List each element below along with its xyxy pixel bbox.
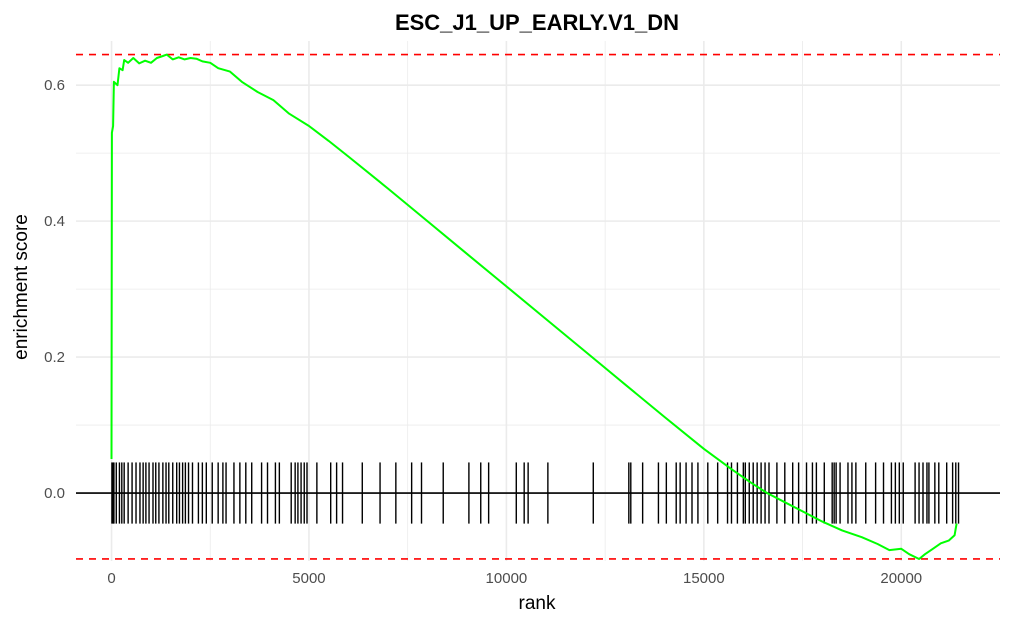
x-tick-label: 10000 [486, 570, 528, 587]
x-tick-label: 0 [107, 570, 115, 587]
grid-layer [76, 41, 1000, 561]
y-tick-label: 0.4 [44, 213, 65, 230]
chart-title: ESC_J1_UP_EARLY.V1_DN [395, 10, 679, 35]
y-tick-label: 0.2 [44, 349, 65, 366]
x-tick-label: 20000 [880, 570, 922, 587]
x-tick-label: 15000 [683, 570, 725, 587]
y-axis-label: enrichment score [11, 214, 32, 360]
x-axis-label: rank [519, 593, 556, 614]
y-tick-label: 0.0 [44, 485, 65, 502]
y-tick-label: 0.6 [44, 77, 65, 94]
ticks-layer: 0 5000 10000 15000 20000 0.0 0.2 0.4 0.6 [44, 77, 922, 587]
enrichment-score-curve [110, 53, 958, 560]
lines-layer [76, 53, 1000, 560]
x-tick-label: 5000 [292, 570, 325, 587]
